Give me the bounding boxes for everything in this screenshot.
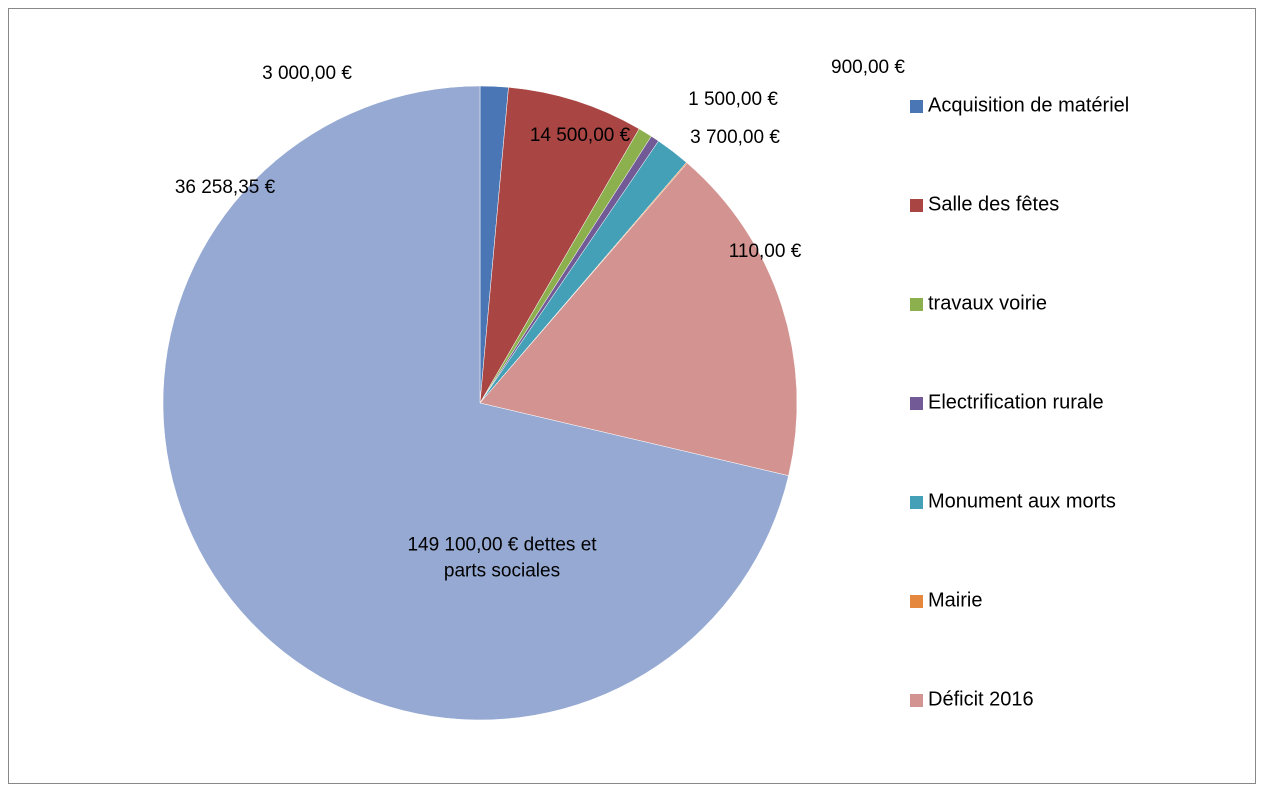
- legend-label: travaux voirie: [928, 292, 1047, 315]
- pie-slice: [479, 87, 640, 404]
- data-label: 3 000,00 €: [262, 63, 352, 85]
- legend-label: Salle des fêtes: [928, 193, 1060, 216]
- data-label: 110,00 €: [728, 241, 802, 263]
- legend-swatch: [910, 694, 923, 707]
- chart-frame: [8, 8, 1256, 784]
- data-label: 3 700,00 €: [690, 127, 780, 149]
- legend-label: Monument aux morts: [928, 490, 1116, 513]
- legend-label: Acquisition de matériel: [928, 94, 1130, 117]
- data-label: 900,00 €: [831, 57, 905, 79]
- legend-label: Mairie: [928, 589, 983, 612]
- data-label: 1 500,00 €: [688, 89, 778, 111]
- legend-swatch: [910, 595, 923, 608]
- legend-swatch: [910, 397, 923, 410]
- legend-swatch: [910, 496, 923, 509]
- legend-label: Déficit 2016: [928, 688, 1034, 711]
- legend-swatch: [910, 199, 923, 212]
- legend-label: Electrification rurale: [928, 391, 1104, 414]
- legend-swatch: [910, 100, 923, 113]
- pie-slice: [162, 85, 789, 721]
- legend-swatch: [910, 298, 923, 311]
- data-label: 36 258,35 €: [174, 177, 276, 199]
- pie-slice: [479, 162, 798, 477]
- data-label: 149 100,00 € dettes et parts sociales: [407, 534, 597, 581]
- data-label: 14 500,00 €: [529, 125, 631, 147]
